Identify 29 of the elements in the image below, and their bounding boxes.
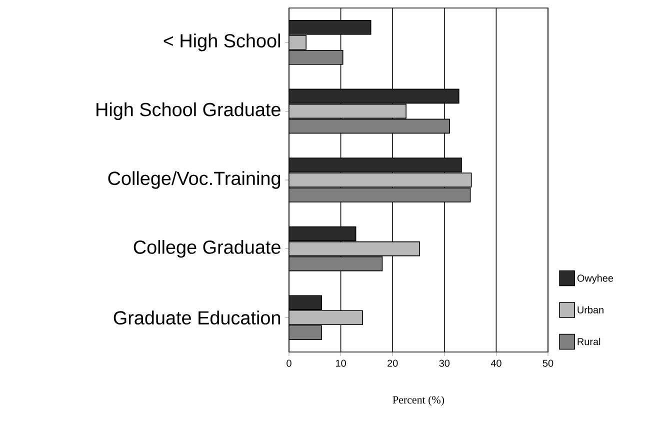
y-tick-label: Graduate Education xyxy=(114,310,280,325)
bar xyxy=(289,104,406,119)
bar xyxy=(289,172,472,188)
bar xyxy=(289,325,322,340)
bar xyxy=(289,88,460,104)
bar xyxy=(289,226,356,242)
legend-label: Urban xyxy=(578,306,604,314)
x-axis-title: Percent (%) xyxy=(392,396,444,406)
bar xyxy=(289,256,383,272)
legend-label: Owyhee xyxy=(577,274,614,284)
x-tick-label: 30 xyxy=(439,360,450,367)
x-tick-label: 40 xyxy=(490,360,502,367)
y-tick-label: College/Voc.Training xyxy=(108,171,280,189)
bar xyxy=(289,241,420,256)
y-tick-label: College Graduate xyxy=(134,240,280,258)
bar xyxy=(289,188,471,202)
x-tick-label: 10 xyxy=(336,360,346,367)
bar xyxy=(289,295,322,310)
bar xyxy=(289,158,462,172)
bar xyxy=(289,310,363,326)
x-tick-label: 0 xyxy=(286,360,292,367)
bar xyxy=(289,118,450,134)
bar xyxy=(289,20,372,35)
x-tick-label: 50 xyxy=(542,360,554,367)
bar xyxy=(289,50,344,65)
legend-label: Rural xyxy=(578,338,600,346)
y-tick-label: < High School xyxy=(164,34,280,52)
y-tick-label: High School Graduate xyxy=(96,102,280,120)
x-tick-label: 20 xyxy=(388,360,398,367)
